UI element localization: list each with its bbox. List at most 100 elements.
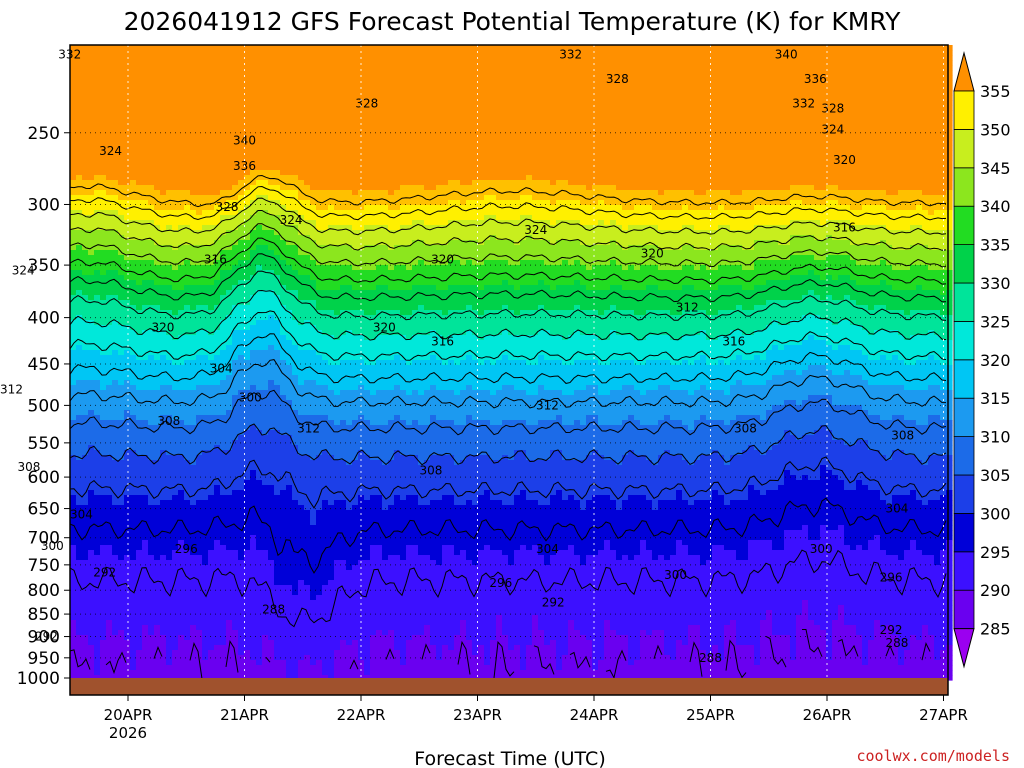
heat-cell	[106, 135, 113, 141]
heat-cell	[262, 165, 269, 171]
heat-cell	[274, 490, 281, 496]
heat-cell	[250, 460, 257, 466]
heat-cell	[106, 165, 113, 171]
heat-cell	[88, 625, 95, 631]
heat-cell	[70, 515, 77, 521]
heat-cell	[202, 350, 209, 356]
heat-cell	[148, 205, 155, 211]
heat-cell	[94, 330, 101, 336]
heat-cell	[82, 640, 89, 646]
heat-cell	[268, 130, 275, 136]
heat-cell	[76, 595, 83, 601]
heat-cell	[280, 535, 287, 541]
heat-cell	[214, 430, 221, 436]
heat-cell	[88, 345, 95, 351]
heat-cell	[262, 665, 269, 671]
heat-cell	[298, 60, 305, 66]
heat-cell	[292, 615, 299, 621]
heat-cell	[178, 505, 185, 511]
heat-cell	[280, 465, 287, 471]
heat-cell	[154, 440, 161, 446]
heat-cell	[130, 500, 137, 506]
heat-cell	[178, 230, 185, 236]
heat-cell	[250, 480, 257, 486]
heat-cell	[202, 115, 209, 121]
heat-cell	[190, 665, 197, 671]
heat-cell	[238, 665, 245, 671]
heat-cell	[196, 575, 203, 581]
heat-cell	[82, 320, 89, 326]
heat-cell	[130, 445, 137, 451]
heat-cell	[190, 485, 197, 491]
heat-cell	[94, 360, 101, 366]
heat-cell	[256, 290, 263, 296]
heat-cell	[214, 515, 221, 521]
heat-cell	[172, 545, 179, 551]
heat-cell	[208, 560, 215, 566]
heat-cell	[106, 200, 113, 206]
heat-cell	[196, 400, 203, 406]
heat-cell	[250, 55, 257, 61]
heat-cell	[124, 660, 131, 666]
heat-cell	[262, 225, 269, 231]
heat-cell	[148, 505, 155, 511]
heat-cell	[304, 240, 311, 246]
heat-cell	[130, 435, 137, 441]
heat-cell	[100, 265, 107, 271]
heat-cell	[256, 485, 263, 491]
heat-cell	[70, 375, 77, 381]
heat-cell	[214, 225, 221, 231]
heat-cell	[148, 440, 155, 446]
heat-cell	[220, 675, 227, 681]
heat-cell	[100, 340, 107, 346]
heat-cell	[208, 520, 215, 526]
heat-cell	[208, 255, 215, 261]
heat-cell	[304, 230, 311, 236]
heat-cell	[118, 275, 125, 281]
heat-cell	[190, 285, 197, 291]
heat-cell	[196, 280, 203, 286]
heat-cell	[142, 50, 149, 56]
heat-cell	[112, 530, 119, 536]
heat-cell	[274, 415, 281, 421]
heat-cell	[94, 465, 101, 471]
heat-cell	[148, 220, 155, 226]
heat-cell	[184, 335, 191, 341]
heat-cell	[82, 205, 89, 211]
heat-cell	[178, 330, 185, 336]
heat-cell	[124, 465, 131, 471]
heat-cell	[88, 330, 95, 336]
heat-cell	[238, 110, 245, 116]
heat-cell	[106, 635, 113, 641]
heat-cell	[214, 235, 221, 241]
heat-cell	[250, 335, 257, 341]
heat-cell	[214, 165, 221, 171]
heat-cell	[190, 200, 197, 206]
heat-cell	[70, 250, 77, 256]
heat-cell	[124, 620, 131, 626]
heat-cell	[166, 620, 173, 626]
heat-cell	[268, 200, 275, 206]
heat-cell	[196, 460, 203, 466]
heat-cell	[190, 425, 197, 431]
heat-cell	[232, 580, 239, 586]
heat-cell	[166, 625, 173, 631]
heat-cell	[172, 65, 179, 71]
heat-cell	[256, 600, 263, 606]
heat-cell	[136, 250, 143, 256]
heat-cell	[184, 50, 191, 56]
heat-cell	[76, 200, 83, 206]
heat-cell	[76, 590, 83, 596]
heat-cell	[106, 355, 113, 361]
heat-cell	[112, 460, 119, 466]
heat-cell	[214, 530, 221, 536]
heat-cell	[124, 125, 131, 131]
heat-cell	[202, 645, 209, 651]
heat-cell	[148, 500, 155, 506]
heat-cell	[166, 495, 173, 501]
heat-cell	[130, 390, 137, 396]
heat-cell	[94, 365, 101, 371]
heat-cell	[94, 575, 101, 581]
heat-cell	[244, 410, 251, 416]
heat-cell	[250, 230, 257, 236]
